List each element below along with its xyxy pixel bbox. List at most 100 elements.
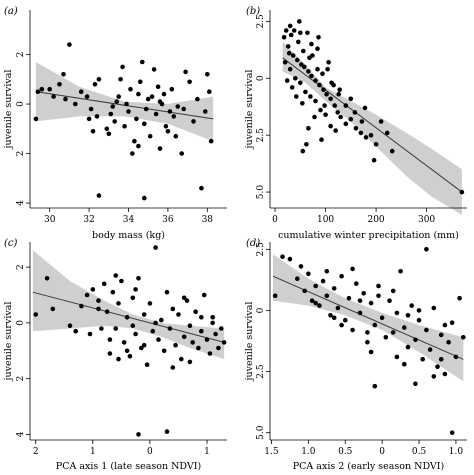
data-point [368,300,374,306]
data-point [291,28,297,33]
data-point [306,69,311,74]
x-tick-label: 0 [272,215,278,225]
x-tick-label: 1.0 [301,447,316,457]
data-point [312,114,317,120]
y-tick-label: 0 [256,307,266,313]
data-point [128,86,133,92]
data-point [286,50,292,56]
x-tick-label: 36 [162,215,174,225]
data-point [134,116,139,122]
data-point [179,151,184,156]
x-axis-label: cumulative winter precipitation (mm) [278,230,459,241]
data-point [195,96,200,102]
x-tick-label: 0 [379,447,385,457]
data-point [413,337,418,343]
y-tick-label: 4 [16,200,26,206]
data-point [110,289,116,295]
data-point [205,72,210,77]
data-point [167,326,173,331]
data-point [304,142,309,147]
x-tick-label: 32 [83,215,94,225]
data-point [149,94,155,99]
data-point [365,339,370,345]
data-point [221,340,227,345]
data-point [376,293,381,299]
x-tick-label: 2 [33,447,39,457]
data-point [390,330,396,335]
x-tick-label: 200 [367,215,384,225]
data-point [326,60,331,65]
data-point [161,91,167,97]
data-point [306,271,311,277]
x-tick-label: 1.0 [449,447,464,457]
data-point [295,276,300,282]
data-point [315,66,320,72]
data-point [324,91,329,97]
data-point [317,82,322,88]
data-point [33,116,39,122]
data-point [147,301,153,306]
data-point [130,151,135,156]
data-point [368,132,374,138]
data-point [96,193,102,198]
data-point [438,332,444,338]
y-tick-label: 0 [16,101,26,107]
data-point [350,266,355,272]
data-point [143,106,149,112]
data-point [309,41,314,47]
data-point [416,308,422,313]
trend-line [35,91,214,120]
y-axis-label: juvenile survival [3,302,14,382]
data-point [116,301,121,306]
data-point [219,326,224,331]
data-point [144,362,150,368]
data-point [181,295,187,301]
data-point [213,331,218,337]
data-point [313,300,319,306]
x-tick-label: 38 [202,215,214,225]
data-point [384,130,390,136]
data-point [313,98,318,104]
confidence-band [32,250,225,360]
data-point [442,322,448,328]
data-point [86,116,92,122]
data-point [181,334,187,340]
data-point [145,96,151,102]
y-tick-label: 0 [256,75,266,81]
data-point [390,288,396,294]
data-point [169,86,175,92]
data-point [309,298,315,304]
trend-line [282,57,463,193]
data-point [409,303,415,308]
data-point [63,96,68,102]
data-point [297,19,302,24]
data-point [140,59,145,65]
data-point [282,60,288,65]
data-point [357,298,363,304]
data-point [163,124,169,129]
data-point [157,99,163,104]
x-tick-label: 300 [418,215,435,225]
y-tick-label: 2.5 [256,14,266,29]
data-point [133,331,138,337]
data-point [298,264,304,269]
data-point [420,357,426,362]
data-point [207,89,212,94]
data-point [142,121,147,127]
data-point [183,69,188,75]
data-point [289,85,295,90]
panel-label: (c) [4,238,18,249]
data-point [153,245,158,250]
data-point [353,126,359,131]
data-point [181,106,186,112]
data-point [394,310,400,316]
data-point [296,39,301,45]
data-point [343,103,349,108]
data-point [113,326,118,331]
x-axis-label: PCA axis 2 (early season NDVI) [293,461,445,472]
data-point [88,106,94,112]
data-point [67,42,72,47]
data-point [108,111,114,117]
